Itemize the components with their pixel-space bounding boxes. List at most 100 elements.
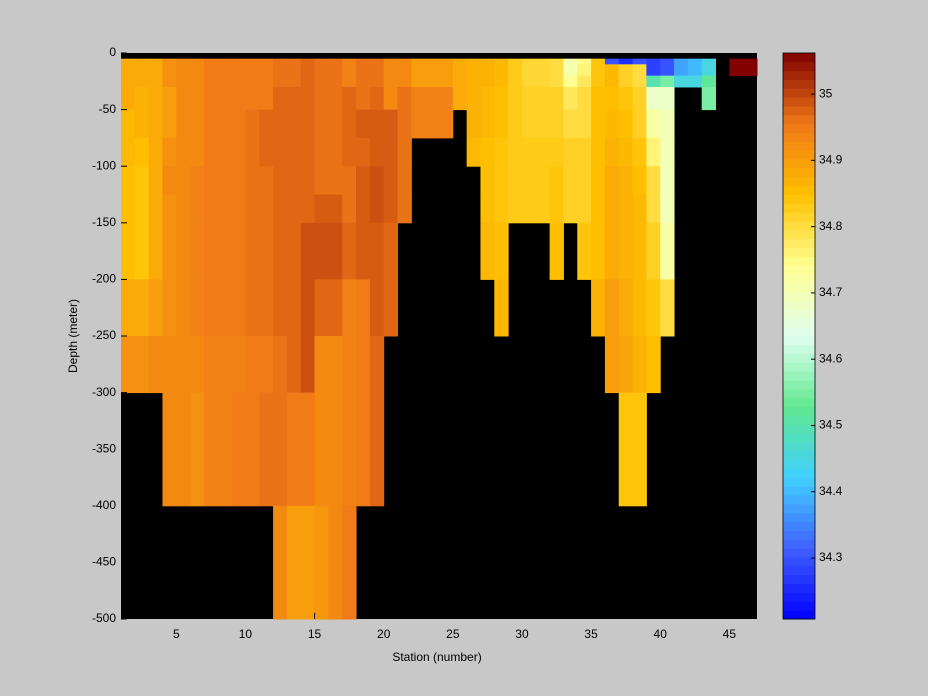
heat-cell	[245, 222, 260, 280]
heat-cell	[397, 75, 412, 88]
heat-cell	[259, 137, 274, 167]
heat-cell	[549, 64, 564, 77]
heat-cell	[328, 222, 343, 280]
heat-cell	[646, 75, 661, 88]
heat-cell	[162, 392, 177, 507]
heat-cell	[162, 137, 177, 167]
colorbar-swatch	[783, 150, 815, 160]
heat-cell	[383, 222, 399, 280]
colorbar-swatch	[783, 185, 815, 195]
heat-cell	[508, 58, 523, 65]
heat-cell	[217, 194, 233, 224]
heat-cell	[508, 194, 523, 224]
heat-cell	[369, 64, 385, 77]
heat-cell	[604, 222, 620, 280]
heat-cell	[383, 86, 399, 111]
heat-cell	[121, 58, 136, 65]
heat-cell	[618, 109, 634, 139]
heat-cell	[190, 166, 205, 195]
heat-cell	[245, 166, 260, 195]
heat-cell	[286, 64, 302, 77]
colorbar-swatch	[783, 610, 815, 620]
colorbar-swatch	[783, 141, 815, 151]
heat-cell	[494, 137, 509, 167]
heat-cell	[660, 166, 675, 195]
heat-cell	[563, 194, 578, 224]
heat-cell	[314, 137, 329, 167]
heat-cell	[383, 64, 399, 77]
heat-cell	[521, 58, 537, 65]
heat-cell	[245, 109, 260, 139]
colorbar-swatch	[783, 247, 815, 257]
heat-cell	[231, 58, 246, 65]
heat-cell	[632, 137, 647, 167]
heat-cell	[245, 392, 260, 507]
x-tick-label: 45	[723, 627, 737, 641]
heat-cell	[563, 166, 578, 195]
heat-cell	[217, 64, 233, 77]
heat-cell	[121, 279, 136, 337]
colorbar-swatch	[783, 424, 815, 434]
colorbar-swatch	[783, 309, 815, 319]
heat-cell	[203, 58, 219, 65]
colorbar-swatch	[783, 530, 815, 540]
heat-cell	[425, 109, 440, 139]
heat-cell	[425, 86, 440, 111]
colorbar-swatch	[783, 565, 815, 576]
heat-cell	[591, 75, 606, 88]
heat-cell	[549, 166, 564, 195]
heat-cell	[134, 109, 150, 139]
colorbar-swatch	[783, 406, 815, 416]
heat-cell	[203, 75, 219, 88]
heat-cell	[121, 137, 136, 167]
heat-cell	[328, 137, 343, 167]
colorbar-swatch	[783, 371, 815, 381]
heat-cell	[190, 279, 205, 337]
heat-cell	[466, 86, 481, 111]
heat-cell	[162, 86, 177, 111]
heat-cell	[286, 392, 302, 507]
heat-cell	[300, 222, 316, 280]
heat-cell	[577, 137, 592, 167]
colorbar-swatch	[783, 88, 815, 98]
heat-cell	[549, 86, 564, 111]
heat-cell	[632, 109, 647, 139]
x-tick-label: 10	[239, 627, 253, 641]
heat-cell	[494, 194, 509, 224]
heat-cell	[328, 86, 343, 111]
heat-cell	[314, 194, 329, 224]
heat-cell	[369, 137, 385, 167]
heat-cell	[480, 86, 495, 111]
heat-cell	[176, 58, 191, 65]
heat-cell	[273, 166, 288, 195]
heat-cell	[369, 336, 385, 394]
heat-cell	[563, 109, 578, 139]
colorbar-swatch	[783, 176, 815, 187]
colorbar-tick-label: 34.9	[819, 153, 843, 167]
y-tick-label: -450	[92, 555, 116, 569]
heat-cell	[314, 64, 329, 77]
heat-cell	[245, 64, 260, 77]
heat-cell	[273, 86, 288, 111]
colorbar-swatch	[783, 495, 815, 505]
colorbar-swatch	[783, 336, 815, 346]
colorbar-swatch	[783, 512, 815, 523]
heat-cell	[328, 392, 343, 507]
heat-cell	[632, 194, 647, 224]
heat-cell	[176, 166, 191, 195]
heat-cell	[231, 392, 246, 507]
y-tick-label: 0	[109, 45, 116, 59]
heat-cell	[701, 64, 717, 77]
heat-cell	[397, 194, 412, 224]
heat-cell	[439, 86, 454, 111]
heat-cell	[273, 194, 288, 224]
colorbar-swatch	[783, 167, 815, 178]
colorbar-tick-label: 34.3	[819, 550, 843, 564]
y-tick-label: -300	[92, 385, 116, 399]
heat-cell	[286, 166, 302, 195]
heat-cell	[162, 336, 177, 394]
colorbar-swatch	[783, 362, 815, 372]
heat-cell	[245, 279, 260, 337]
heat-cell	[646, 279, 661, 337]
colorbar-swatch	[783, 256, 815, 266]
